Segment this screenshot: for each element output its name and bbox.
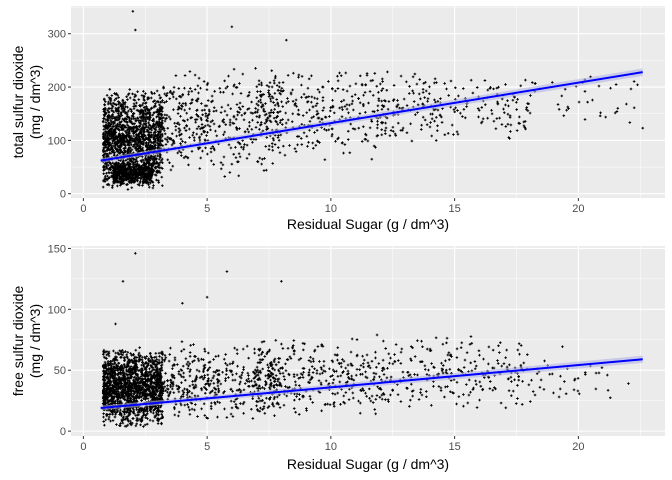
data-point [121,151,125,154]
y-tick-label: 300 [48,29,66,41]
data-point [104,121,108,124]
x-tick-label: 15 [449,203,461,215]
x-tick-label: 10 [325,203,337,215]
data-point [101,185,105,189]
data-point [105,94,109,97]
gridlines [71,6,665,198]
data-point [135,101,138,105]
data-point [159,100,162,104]
data-point [132,102,136,106]
data-point [123,129,127,133]
data-point [142,106,146,109]
data-point [150,128,154,132]
data-point [150,90,153,94]
data-point [113,151,116,154]
data-point [111,139,114,143]
data-point [116,184,119,188]
x-tick-label: 5 [204,203,210,215]
data-point [161,161,164,165]
data-point [147,121,150,124]
x-tick-label: 20 [572,203,584,215]
data-point [139,128,143,132]
data-point [159,153,162,157]
data-point [127,109,130,113]
data-point [106,163,110,167]
data-point [116,100,120,103]
data-point [112,144,116,148]
data-point [119,183,122,187]
data-point [124,146,127,150]
data-point [108,129,112,132]
y-tick-label: 0 [60,189,66,201]
panel-background [71,6,665,198]
data-point [123,120,127,123]
data-point [126,98,129,101]
data-point [151,186,155,190]
data-point [150,96,153,100]
data-point [145,141,148,144]
data-point [161,119,164,123]
data-point [154,173,158,177]
y-axis-label-line2: (mg / dm^3) [27,65,43,139]
data-point [139,122,143,126]
data-point [102,149,106,153]
y-tick-label: 200 [48,82,66,94]
data-point [107,96,111,100]
y-axis-label-line1: total sulfur dioxide [10,45,26,158]
data-point [159,129,163,133]
data-point [160,132,164,136]
data-point [145,125,149,129]
data-point [102,131,105,135]
data-point [117,102,121,106]
data-point [151,113,154,117]
y-tick-label: 100 [48,135,66,147]
data-point [155,89,159,93]
data-point [117,96,120,99]
data-point [126,105,129,109]
data-point [156,141,159,145]
data-point [102,135,105,138]
x-axis-label: Residual Sugar (g / dm^3) [287,216,449,232]
x-tick-label: 0 [80,203,86,215]
data-point [102,172,105,175]
data-point [138,143,142,147]
data-point [108,171,112,175]
data-point [145,137,148,140]
data-point [108,149,112,152]
data-point [154,146,157,150]
data-point [158,171,162,174]
data-point [130,186,134,190]
data-point [140,119,144,122]
data-point [150,106,153,110]
data-point [124,105,127,108]
data-point [128,88,132,91]
data-point [153,99,157,102]
data-point [104,100,107,103]
data-point [132,98,136,102]
data-point [157,169,161,173]
data-point [152,184,155,187]
